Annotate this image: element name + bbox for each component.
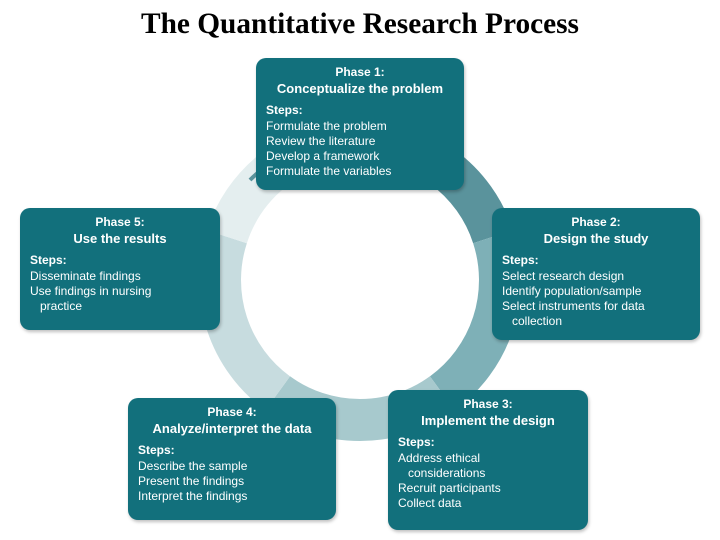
- step-item: Formulate the variables: [266, 164, 454, 179]
- phase-title: Use the results: [30, 232, 210, 247]
- step-item: considerations: [398, 466, 578, 481]
- phase-node-4: Phase 4: Analyze/interpret the data Step…: [128, 398, 336, 520]
- step-item: Collect data: [398, 496, 578, 511]
- phase-node-2: Phase 2: Design the study Steps: Select …: [492, 208, 700, 340]
- steps-list: Describe the sample Present the findings…: [138, 459, 326, 504]
- phase-node-5: Phase 5: Use the results Steps: Dissemin…: [20, 208, 220, 330]
- phase-title: Implement the design: [398, 414, 578, 429]
- step-item: Describe the sample: [138, 459, 326, 474]
- phase-title: Design the study: [502, 232, 690, 247]
- phase-title: Analyze/interpret the data: [138, 422, 326, 437]
- step-item: Formulate the problem: [266, 119, 454, 134]
- step-item: Address ethical: [398, 451, 578, 466]
- steps-label: Steps:: [502, 253, 690, 267]
- steps-label: Steps:: [398, 435, 578, 449]
- phase-label: Phase 4:: [138, 406, 326, 420]
- step-item: Identify population/sample: [502, 284, 690, 299]
- phase-label: Phase 1:: [266, 66, 454, 80]
- diagram-stage: Phase 1: Conceptualize the problem Steps…: [0, 40, 720, 540]
- arc-seg-4: [220, 237, 278, 394]
- step-item: Present the findings: [138, 474, 326, 489]
- step-item: Disseminate findings: [30, 269, 210, 284]
- steps-list: Select research design Identify populati…: [502, 269, 690, 329]
- steps-label: Steps:: [138, 443, 326, 457]
- page-title: The Quantitative Research Process: [0, 0, 720, 41]
- phase-label: Phase 3:: [398, 398, 578, 412]
- step-item: Interpret the findings: [138, 489, 326, 504]
- steps-list: Address ethical considerations Recruit p…: [398, 451, 578, 511]
- step-item: Review the literature: [266, 134, 454, 149]
- phase-label: Phase 2:: [502, 216, 690, 230]
- step-item: Select research design: [502, 269, 690, 284]
- steps-label: Steps:: [266, 103, 454, 117]
- step-item: Select instruments for data: [502, 299, 690, 314]
- steps-list: Disseminate findings Use findings in nur…: [30, 269, 210, 314]
- step-item: Develop a framework: [266, 149, 454, 164]
- phase-label: Phase 5:: [30, 216, 210, 230]
- steps-list: Formulate the problem Review the literat…: [266, 119, 454, 179]
- step-item: Recruit participants: [398, 481, 578, 496]
- steps-label: Steps:: [30, 253, 210, 267]
- step-item: collection: [502, 314, 690, 329]
- step-item: practice: [30, 299, 210, 314]
- phase-node-3: Phase 3: Implement the design Steps: Add…: [388, 390, 588, 530]
- step-item: Use findings in nursing: [30, 284, 210, 299]
- phase-node-1: Phase 1: Conceptualize the problem Steps…: [256, 58, 464, 190]
- phase-title: Conceptualize the problem: [266, 82, 454, 97]
